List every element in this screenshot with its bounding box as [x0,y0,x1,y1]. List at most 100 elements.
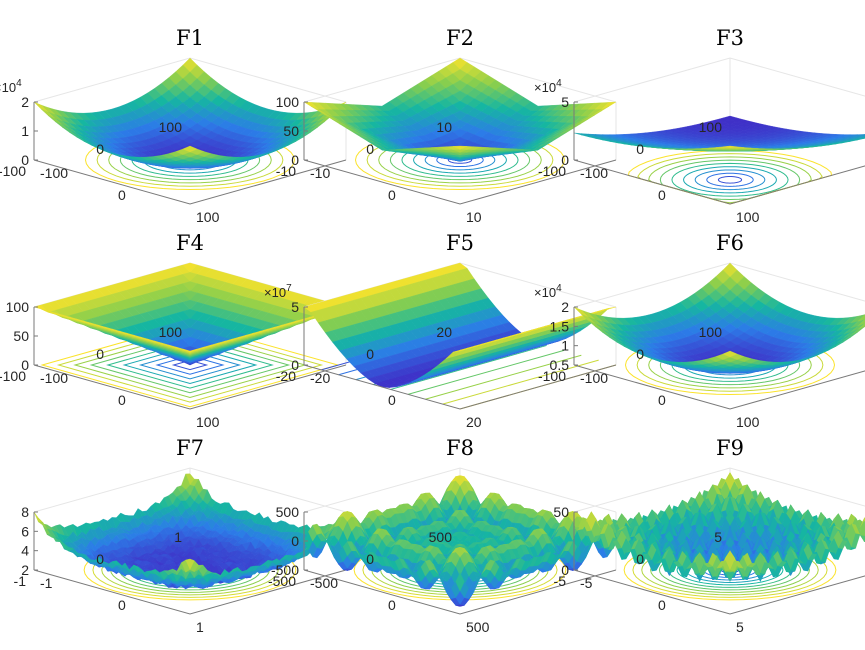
z-tick-label: 1 [21,123,29,139]
left-axis-tick-label: 10 [436,119,452,135]
surface-f1 [33,57,347,169]
z-tick-label: 0 [21,357,29,373]
z-exponent-label: ×104 [534,283,562,300]
panel-f2: F2 100 50 0 10 0 -10 -10 0 10 [276,20,617,225]
contour-line [717,176,743,184]
contour-line [138,350,242,380]
right-axis-tick-label: -100 [40,165,68,181]
left-axis-tick-label: 0 [96,141,104,157]
z-exponent-power: 7 [286,283,292,294]
left-axis-tick-label: -100 [0,368,26,384]
back-top-edge [573,57,865,103]
right-axis-tick-label: -100 [40,370,68,386]
right-axis-tick-label: 0 [388,392,396,408]
z-tick-label: 50 [13,328,29,344]
left-axis-tick-label: 0 [636,141,644,157]
left-axis-tick-label: 100 [159,119,183,135]
right-axis-tick-label: 1 [196,619,204,635]
left-axis-tick-label: 0 [96,551,104,567]
panel-f8: F8 500 0 -500 500 0 -500 -500 0 500 [268,430,617,635]
right-axis-tick-label: 0 [118,392,126,408]
surface-cell [185,558,195,571]
surface-f5 [303,262,617,388]
contour-line [706,172,754,187]
plot-title-f8: F8 [446,436,474,460]
surface-cell [33,511,44,523]
contour-line [40,322,340,408]
z-tick-label: 100 [6,299,30,315]
panel-f6: F6 2 1.5 1 0.5 ×104 100 0 -100 -100 0 100 [534,225,865,430]
surface-cell [722,145,738,148]
right-axis-tick-label: -100 [580,165,608,181]
right-axis-tick-label: 0 [658,392,666,408]
z-exponent-label: ×107 [264,283,292,300]
left-axis-tick-label: 0 [96,346,104,362]
surface-cell [182,145,198,153]
z-exponent-label: ×104 [0,78,22,95]
contour-line [442,359,599,405]
left-axis-tick-label: 0 [366,141,374,157]
contour-line [155,355,225,375]
surface-cell [722,350,738,358]
z-exponent-label: ×104 [534,78,562,95]
contour-plot-f4 [40,322,340,408]
panel-f7: F7 8 6 4 2 1 0 -1 -1 0 1 [14,430,347,635]
right-axis-tick-label: 100 [196,209,220,225]
z-tick-label: 2 [21,562,29,578]
floor-front-edges [33,159,347,205]
z-exponent-power: 4 [16,78,22,89]
plot-title-f4: F4 [176,231,204,255]
contour-line [407,349,565,395]
left-axis-tick-label: -100 [538,163,566,179]
contour-line [56,327,324,403]
surface-f4 [33,262,347,366]
z-tick-label: 0.5 [550,357,570,373]
contour-line [171,359,209,371]
panel-f5: F5 5 0 ×107 20 0 -20 -20 0 20 [264,225,617,430]
z-exponent-power: 4 [556,283,562,294]
contour-line [89,336,291,394]
surface-f3 [573,115,865,152]
z-tick-label: 1 [561,338,569,354]
right-axis-tick-label: 10 [466,209,482,225]
left-axis-tick-label: -100 [0,163,26,179]
contour-line [390,344,547,390]
surface-f7 [33,473,347,590]
floor-front-edges [33,569,347,615]
left-axis-tick-label: 1 [174,529,182,545]
contour-line [683,166,777,194]
plot-title-f7: F7 [176,436,204,460]
surface-cell [182,348,198,353]
left-axis-tick-label: -10 [276,163,296,179]
floor-front-edges [33,364,347,410]
right-axis-tick-label: -20 [310,370,330,386]
right-axis-tick-label: -1 [40,575,53,591]
left-axis-tick-label: 100 [699,119,723,135]
right-axis-tick-label: 0 [118,187,126,203]
z-tick-label: 4 [21,543,29,559]
right-axis-tick-label: 0 [118,597,126,613]
left-axis-tick-label: 20 [436,324,452,340]
right-axis-tick-label: 100 [736,414,760,430]
right-axis-tick-label: -10 [310,165,330,181]
z-tick-label: 6 [21,523,29,539]
z-exponent-power: 4 [556,78,562,89]
surface-f2 [303,57,617,162]
left-axis-tick-label: 100 [699,324,723,340]
z-tick-label: 2 [561,299,569,315]
right-axis-tick-label: 0 [388,187,396,203]
axes-box-f3 [573,57,865,116]
surface-cell [452,348,468,353]
contour-line [106,341,274,389]
floor-front-edges [303,159,617,205]
